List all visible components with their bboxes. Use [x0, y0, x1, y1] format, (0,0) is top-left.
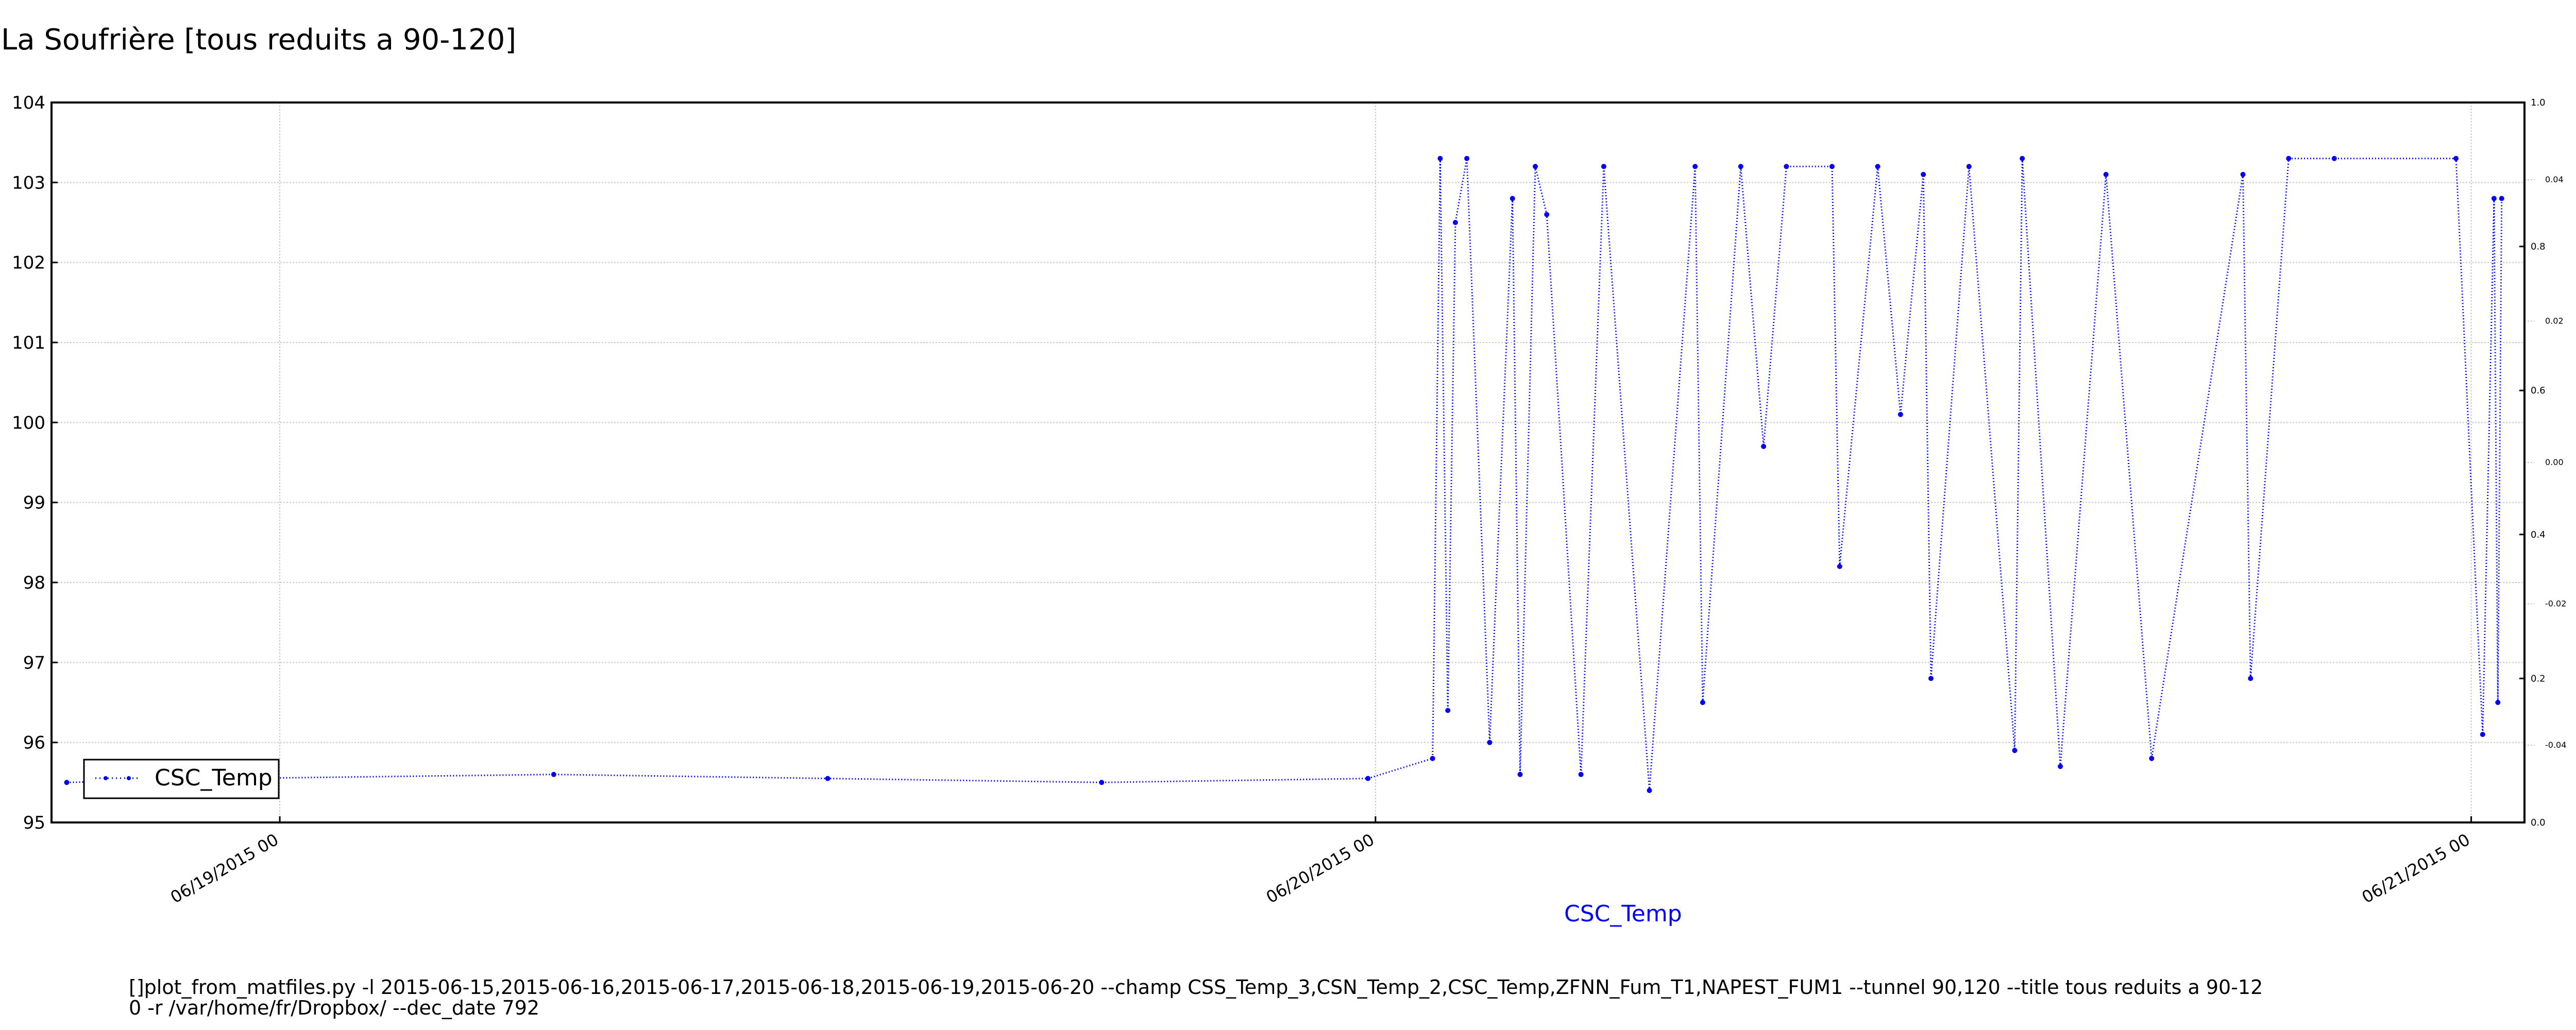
command-line-1: []plot_from_matfiles.py -l 2015-06-15,20…: [129, 976, 2263, 999]
data-point: [825, 776, 831, 781]
data-point: [1487, 740, 1493, 745]
y-tick-label: 104: [12, 93, 45, 113]
data-point: [1966, 164, 1972, 169]
data-point: [1784, 164, 1789, 169]
data-point: [1700, 700, 1705, 705]
data-point: [1464, 156, 1470, 161]
y-tick-label: 97: [23, 653, 45, 673]
data-point: [1533, 164, 1538, 169]
data-point: [1928, 676, 1934, 681]
data-point: [1544, 212, 1550, 217]
data-point: [1099, 780, 1105, 785]
y-tick-label: 101: [12, 333, 45, 353]
legend-series-marker: [127, 776, 131, 780]
legend: CSC_Temp: [83, 759, 280, 799]
y-tick-label: 100: [12, 413, 45, 433]
legend-entry-label: CSC_Temp: [155, 765, 273, 791]
right-y-axis: 0.0 0.2 0.4 0.6 0.8 1.0 -0.04 -0.02 0.00 0.02 0.04: [2519, 97, 2566, 828]
data-point: [2495, 700, 2501, 705]
y-tick-label: 95: [23, 813, 45, 833]
y-tick-label: 102: [12, 253, 45, 273]
x-axis-label: CSC_Temp: [1564, 901, 1682, 927]
data-point: [1829, 164, 1835, 169]
data-point: [2248, 676, 2253, 681]
y-tick-label: 99: [23, 493, 45, 513]
data-point: [1837, 563, 1842, 569]
y-tick-label: 103: [12, 173, 45, 193]
right-minor-label: -0.04: [2545, 740, 2566, 750]
data-point: [1430, 756, 1435, 761]
chart-title: La Soufrière [tous reduits a 90-120]: [1, 23, 517, 57]
data-point: [1738, 164, 1743, 169]
data-point: [551, 771, 556, 777]
data-point: [2286, 156, 2292, 161]
plot-frame: [50, 101, 2526, 823]
series-layer: [64, 156, 2504, 793]
right-minor-label: 0.04: [2545, 175, 2564, 184]
y-axis: 95 96 97 98 99 100 101 102 103 104: [12, 93, 58, 833]
data-point: [2240, 171, 2246, 177]
right-y-tick-label: 0.2: [2531, 673, 2546, 684]
data-point: [1601, 164, 1606, 169]
data-point: [1578, 771, 1584, 777]
data-point: [2058, 764, 2063, 769]
data-point: [1761, 443, 1767, 449]
data-point: [2331, 156, 2337, 161]
data-point: [1921, 171, 1926, 177]
data-point: [2020, 156, 2025, 161]
y-tick-label: 98: [23, 573, 45, 593]
legend-series-marker: [104, 776, 108, 780]
right-y-tick-label: 1.0: [2531, 97, 2546, 108]
data-point: [2453, 156, 2459, 161]
data-point: [1437, 156, 1443, 161]
data-point: [1517, 771, 1523, 777]
x-tick-label: 06/19/2015 00: [167, 830, 282, 907]
data-point: [1452, 220, 1458, 225]
data-point: [1445, 708, 1451, 713]
command-line-2: 0 -r /var/home/fr/Dropbox/ --dec_date 79…: [129, 997, 540, 1019]
data-point: [2149, 756, 2155, 761]
data-point: [2480, 732, 2485, 737]
data-point: [2491, 196, 2497, 201]
x-tick-label: 06/20/2015 00: [1263, 830, 1378, 907]
right-y-tick-label: 0.0: [2531, 817, 2546, 828]
data-point: [64, 780, 70, 785]
y-tick-label: 96: [23, 733, 45, 753]
grid-lines: [52, 102, 2535, 822]
right-minor-label: 0.00: [2545, 457, 2564, 467]
data-point: [1510, 196, 1515, 201]
series-line-csc-temp: [66, 158, 2503, 791]
data-point: [1692, 164, 1698, 169]
x-axis: 06/19/2015 00 06/20/2015 00 06/21/2015 00: [167, 816, 2473, 907]
data-point: [2012, 748, 2018, 753]
data-point: [1897, 411, 1903, 417]
data-point: [2103, 171, 2109, 177]
data-point: [2499, 196, 2504, 201]
data-point: [1365, 776, 1371, 781]
right-y-tick-label: 0.8: [2531, 242, 2546, 252]
data-point: [1875, 164, 1880, 169]
right-minor-label: 0.02: [2545, 316, 2564, 326]
right-y-tick-label: 0.6: [2531, 385, 2546, 396]
right-minor-label: -0.02: [2545, 599, 2566, 609]
right-y-tick-label: 0.4: [2531, 529, 2546, 540]
x-tick-label: 06/21/2015 00: [2359, 830, 2473, 907]
data-point: [1647, 787, 1652, 793]
